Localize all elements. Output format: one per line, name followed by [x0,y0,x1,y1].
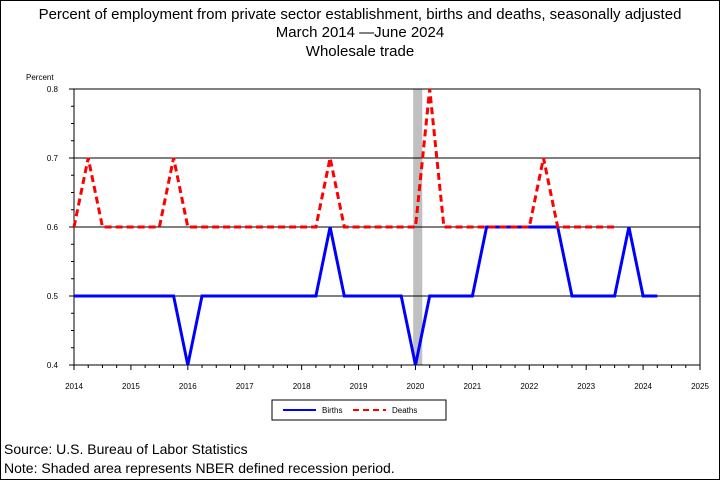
y-tick-label: 0.8 [47,85,59,94]
series-line-births [74,225,658,366]
x-tick-label: 2024 [634,382,652,391]
source-note: Source: U.S. Bureau of Labor Statistics [4,441,248,457]
line-chart: 0.4 0.5 0.6 0.7 0.8 Percent 2014 2015 2016 2017 20… [26,73,709,421]
x-tick-label: 2015 [122,382,140,391]
x-tick-label: 2018 [293,382,311,391]
x-tick-label: 2025 [691,382,709,391]
y-tick-label: 0.4 [47,361,59,370]
x-tick-label: 2021 [463,382,481,391]
chart-subtitle-industry: Wholesale trade [305,43,415,60]
chart-title: Percent of employment from private secto… [38,6,682,23]
x-tick-label: 2022 [520,382,538,391]
recession-note: Note: Shaded area represents NBER define… [4,460,395,476]
legend-label-deaths: Deaths [392,406,417,415]
series-line-deaths [72,88,615,229]
x-tick-label: 2016 [179,382,197,391]
x-tick-label: 2023 [577,382,595,391]
y-tick-label: 0.6 [47,223,59,232]
y-axis-label: Percent [26,73,54,82]
x-tick-label: 2019 [350,382,368,391]
legend-label-births: Births [322,406,342,415]
x-tick-label: 2017 [236,382,254,391]
y-tick-label: 0.5 [47,292,59,301]
x-tick-label: 2020 [407,382,425,391]
chart-subtitle-period: March 2014 —June 2024 [275,24,445,41]
x-tick-label: 2014 [65,382,83,391]
y-tick-label: 0.7 [47,154,59,163]
